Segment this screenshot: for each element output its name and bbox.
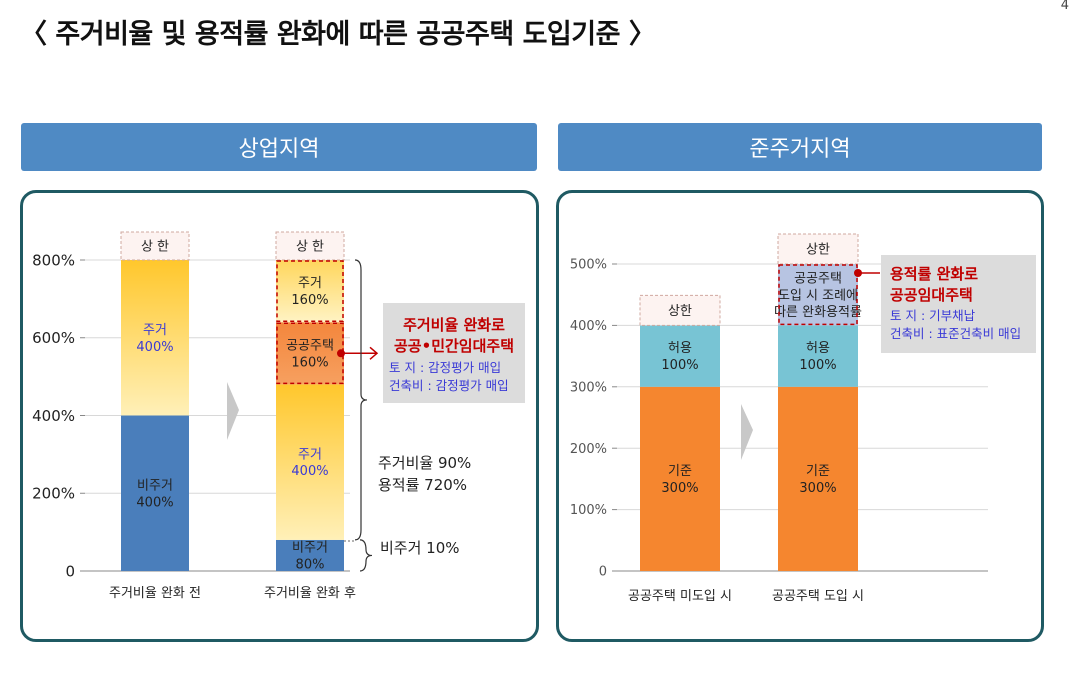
bar-data-label: 비주거 80% (292, 541, 328, 573)
highlight-outline (778, 264, 858, 326)
cap-label: 상한 (668, 304, 692, 319)
x-category-label: 공공주택 미도입 시 (628, 589, 732, 604)
y-tick-label: 200% (570, 442, 607, 457)
annotation-text: 건축비 : 감정평가 매입 (389, 378, 509, 393)
page-title: 〈 주거비율 및 용적률 완화에 따른 공공주택 도입기준 〉 (20, 19, 656, 50)
bar-data-label: 허용 100% (661, 341, 698, 373)
bar-segment (121, 415, 189, 571)
y-tick-label: 0 (599, 565, 607, 580)
bar-data-label: 기준 300% (799, 464, 836, 496)
cap-label: 상 한 (141, 240, 169, 255)
bar-segment (640, 325, 720, 387)
cap-box (275, 231, 345, 261)
bar-segment (276, 539, 344, 571)
bar-segment (276, 260, 344, 323)
bar-segment (640, 386, 720, 571)
brace-label: 용적률 720% (378, 476, 467, 494)
brace (354, 259, 368, 541)
bar-segment (276, 384, 344, 540)
bar-data-label: 주거 400% (136, 323, 173, 355)
connector-arrowhead (369, 346, 379, 360)
brace-label: 비주거 10% (380, 539, 460, 557)
bar-data-label: 허용 100% (799, 341, 836, 373)
annotation-title: 공공임대주택 (890, 286, 973, 304)
x-category-label: 주거비율 완화 전 (109, 586, 201, 601)
annotation-text: 토 지 : 기부채납 (890, 308, 976, 323)
y-tick-label: 400% (32, 407, 75, 425)
x-category-label: 주거비율 완화 후 (264, 586, 356, 601)
bar-data-label: 공공주택 160% (286, 338, 334, 370)
cap-box (777, 233, 859, 265)
progress-arrow (227, 382, 239, 440)
left-section-header: 상업지역 (21, 123, 537, 171)
bar-data-label: 주거 400% (291, 447, 328, 479)
page-number: 4 (1060, 0, 1069, 13)
y-tick-label: 400% (570, 319, 607, 334)
y-tick-label: 800% (32, 251, 75, 269)
x-category-label: 공공주택 도입 시 (772, 589, 864, 604)
annotation-title: 주거비율 완화로 (403, 316, 505, 334)
right-section-header: 준주거지역 (558, 123, 1042, 171)
y-tick-label: 600% (32, 329, 75, 347)
annotation-box (383, 303, 525, 403)
bar-segment (778, 325, 858, 387)
y-tick-label: 300% (570, 380, 607, 395)
cap-box (120, 231, 190, 261)
y-tick-label: 200% (32, 485, 75, 503)
cap-label: 상한 (806, 243, 830, 258)
annotation-title: 용적률 완화로 (890, 265, 978, 283)
bar-data-label: 주거 160% (291, 276, 328, 308)
y-tick-label: 0 (65, 562, 75, 580)
cap-box (639, 294, 721, 326)
annotation-text: 건축비 : 표준건축비 매입 (890, 326, 1021, 341)
y-tick-label: 100% (570, 503, 607, 518)
cap-label: 상 한 (296, 240, 324, 255)
bar-data-label: 비주거 400% (136, 478, 173, 510)
annotation-box (881, 255, 1036, 353)
brace (359, 539, 373, 572)
brace-label: 주거비율 90% (378, 454, 471, 472)
annotation-text: 토 지 : 감정평가 매입 (389, 360, 501, 375)
bar-segment (276, 322, 344, 385)
bar-segment (778, 264, 858, 326)
annotation-title: 공공•민간임대주택 (394, 337, 514, 355)
bar-segment (121, 260, 189, 416)
bar-segment (778, 386, 858, 571)
bar-data-label: 기준 300% (661, 464, 698, 496)
bar-data-label: 공공주택 도입 시 조례에 따른 완화용적률 (774, 271, 862, 320)
y-tick-label: 500% (570, 258, 607, 273)
progress-arrow (741, 404, 753, 460)
